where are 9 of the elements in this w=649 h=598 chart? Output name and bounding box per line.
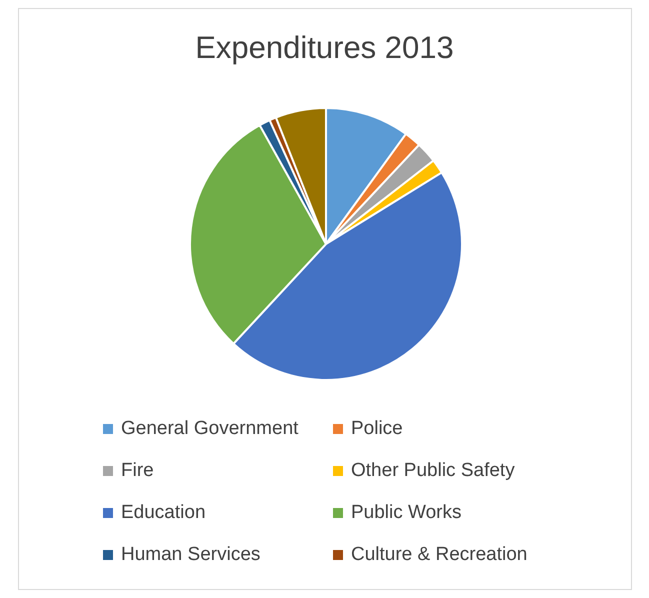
legend-label: Fire: [121, 460, 154, 482]
legend-label: Other Public Safety: [351, 460, 515, 482]
chart-title: Expenditures 2013: [194, 30, 455, 66]
legend-label: Education: [121, 502, 206, 524]
legend-label: Culture & Recreation: [351, 544, 528, 566]
legend-label: Public Works: [351, 502, 462, 524]
legend-label: General Government: [121, 418, 298, 440]
legend-label: Police: [351, 418, 403, 440]
legend-label: Human Services: [121, 544, 260, 566]
